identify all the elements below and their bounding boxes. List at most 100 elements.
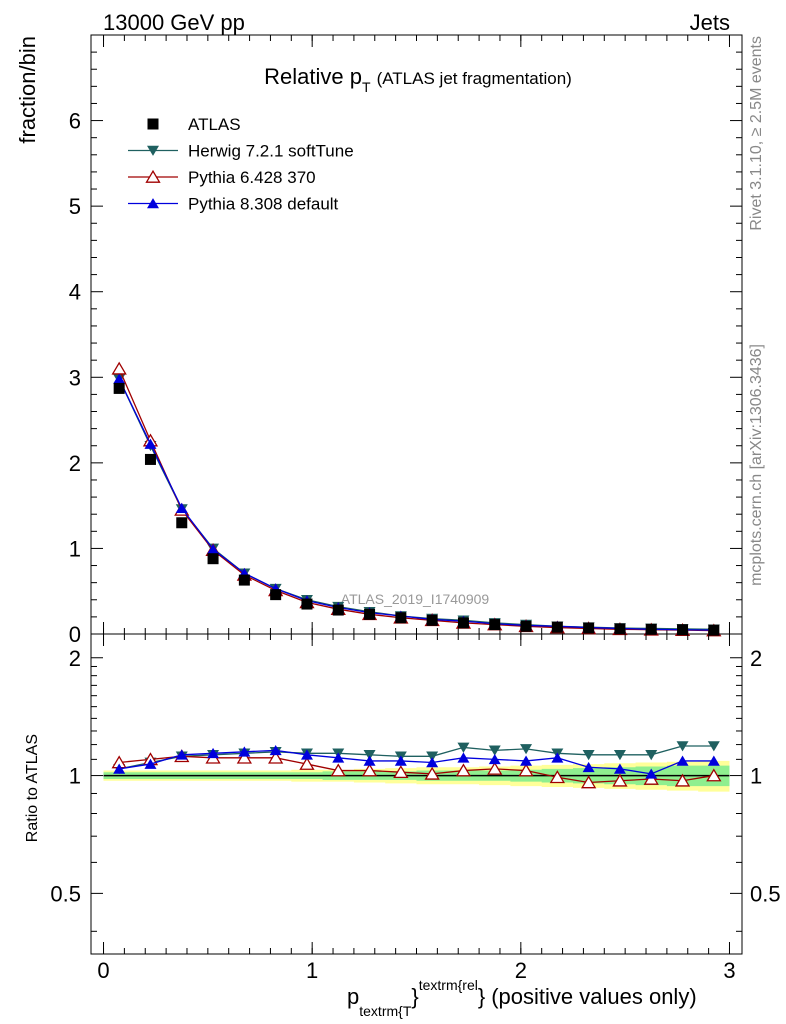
ratio-ytick-label-right: 2 [750, 646, 762, 671]
ratio-point-pythia-6-428-370 [674, 773, 691, 787]
main-ytick-label: 4 [69, 280, 81, 305]
main-ytick-label: 3 [69, 365, 81, 390]
main-ytick-label: 6 [69, 109, 81, 134]
ratio-point-pythia-6-428-370 [487, 761, 503, 775]
main-point-atlas [426, 614, 438, 626]
xlabel-p: p [347, 984, 359, 1009]
main-point-atlas [457, 617, 469, 629]
header-jets: Jets [690, 10, 730, 35]
rivet-label: Rivet 3.1.10, ≥ 2.5M events [748, 36, 765, 231]
xtick-label: 0 [97, 958, 109, 983]
ratio-point-pythia-8-308-default [488, 753, 501, 765]
ratio-point-pythia-6-428-370 [268, 750, 284, 764]
ratio-point-herwig-7-2-1-softtune [488, 745, 501, 756]
main-point-atlas [583, 622, 595, 634]
main-ytick-label: 5 [69, 194, 81, 219]
ratio-point-herwig-7-2-1-softtune [426, 751, 439, 762]
legend-label: Herwig 7.2.1 softTune [188, 142, 354, 161]
xlabel-rest: (positive values only) [491, 984, 696, 1009]
ratio-point-pythia-8-308-default [394, 755, 407, 766]
xlabel-sub: textrm{T [359, 1003, 412, 1019]
ratio-point-pythia-6-428-370 [455, 763, 472, 777]
xlabel-sup: textrm{rel [419, 977, 478, 993]
analysis-watermark: ATLAS_2019_I1740909 [341, 591, 490, 607]
main-point-atlas [520, 620, 532, 632]
xlabel: ptextrm{T}textrm{rel} (positive values on… [347, 977, 697, 1019]
main-point-atlas [614, 623, 626, 635]
xtick-label: 3 [723, 958, 735, 983]
ratio-point-pythia-8-308-default [175, 749, 188, 760]
main-ytick-label: 0 [69, 622, 81, 647]
ratio-point-herwig-7-2-1-softtune [363, 749, 376, 761]
ratio-point-pythia-8-308-default [238, 746, 251, 757]
ratio-line-pythia-8-308-default [119, 749, 714, 775]
main-point-atlas [238, 574, 250, 586]
legend-label: Pythia 6.428 370 [188, 168, 316, 187]
main-point-atlas [677, 624, 689, 636]
ratio-point-pythia-6-428-370 [581, 775, 597, 789]
main-point-pythia-8-308-default [113, 373, 126, 384]
ratio-band-layer [103, 760, 730, 792]
main-point-atlas [551, 621, 563, 633]
ratio-point-pythia-6-428-370 [361, 763, 378, 777]
ratio-ytick-label: 2 [69, 646, 81, 671]
ratio-point-pythia-8-308-default [332, 752, 345, 763]
main-point-atlas [645, 623, 657, 635]
ratio-point-pythia-6-428-370 [393, 765, 409, 779]
ratio-point-herwig-7-2-1-softtune [457, 742, 470, 753]
ratio-axis-ticks: 0.5 0.5 1 1 2 2 0 1 2 3 [50, 634, 781, 983]
ratio-point-pythia-6-428-370 [424, 766, 440, 780]
mcplots-label: mcplots.cern.ch [arXiv:1306.3436] [748, 344, 765, 586]
ratio-point-pythia-8-308-default [645, 768, 658, 779]
ratio-point-pythia-8-308-default [144, 758, 157, 769]
ratio-point-herwig-7-2-1-softtune [613, 749, 626, 761]
ratio-point-pythia-8-308-default [207, 747, 220, 759]
ratio-point-pythia-6-428-370 [518, 763, 534, 777]
main-point-atlas [489, 619, 501, 631]
ratio-point-pythia-8-308-default [676, 755, 689, 766]
main-point-atlas [332, 604, 344, 616]
ratio-point-herwig-7-2-1-softtune [707, 741, 720, 752]
ratio-plot-frame [90, 633, 743, 955]
main-point-atlas [207, 553, 219, 565]
ratio-ytick-label-right: 0.5 [750, 881, 781, 906]
ratio-point-herwig-7-2-1-softtune [520, 744, 533, 755]
ratio-point-herwig-7-2-1-softtune [645, 749, 658, 761]
main-series-layer [111, 361, 722, 637]
xtick-label: 1 [306, 958, 318, 983]
main-axis-ticks: 0 1 2 3 4 5 6 [69, 35, 742, 647]
main-point-pythia-8-308-default [175, 502, 188, 514]
main-point-pythia-8-308-default [144, 438, 157, 449]
ratio-point-herwig-7-2-1-softtune [582, 749, 595, 761]
ratio-ytick-label: 0.5 [50, 881, 81, 906]
main-point-atlas [144, 453, 156, 465]
main-ylabel: fraction/bin [15, 36, 40, 144]
ratio-ytick-label: 1 [69, 764, 81, 789]
ratio-point-pythia-6-428-370 [299, 756, 315, 770]
ratio-point-herwig-7-2-1-softtune [676, 741, 689, 752]
ratio-point-pythia-8-308-default [300, 749, 313, 760]
ratio-point-pythia-8-308-default [707, 755, 720, 766]
ratio-point-pythia-8-308-default [613, 763, 626, 774]
main-point-atlas [708, 624, 720, 636]
legend: ATLAS Herwig 7.2.1 softTune Pythia 6.428 3… [128, 115, 354, 214]
title-main: Relative p [264, 64, 362, 89]
xtick-label: 2 [515, 958, 527, 983]
ratio-ylabel: Ratio to ATLAS [24, 734, 41, 842]
main-point-atlas [301, 598, 313, 610]
ratio-point-pythia-6-428-370 [549, 770, 565, 784]
xlabel-brace1: } [411, 984, 418, 1009]
legend-marker [147, 198, 159, 209]
main-point-atlas [270, 589, 282, 601]
legend-label: ATLAS [188, 115, 241, 134]
ratio-point-pythia-6-428-370 [330, 763, 346, 777]
ratio-point-pythia-8-308-default [457, 752, 470, 763]
legend-marker [147, 118, 159, 130]
ratio-point-pythia-6-428-370 [706, 768, 722, 782]
ratio-point-pythia-8-308-default [269, 744, 282, 756]
ratio-point-pythia-8-308-default [363, 755, 376, 766]
ratio-series-layer [111, 741, 722, 789]
ratio-point-pythia-6-428-370 [612, 773, 628, 787]
title-paren: (ATLAS jet fragmentation) [377, 69, 572, 88]
